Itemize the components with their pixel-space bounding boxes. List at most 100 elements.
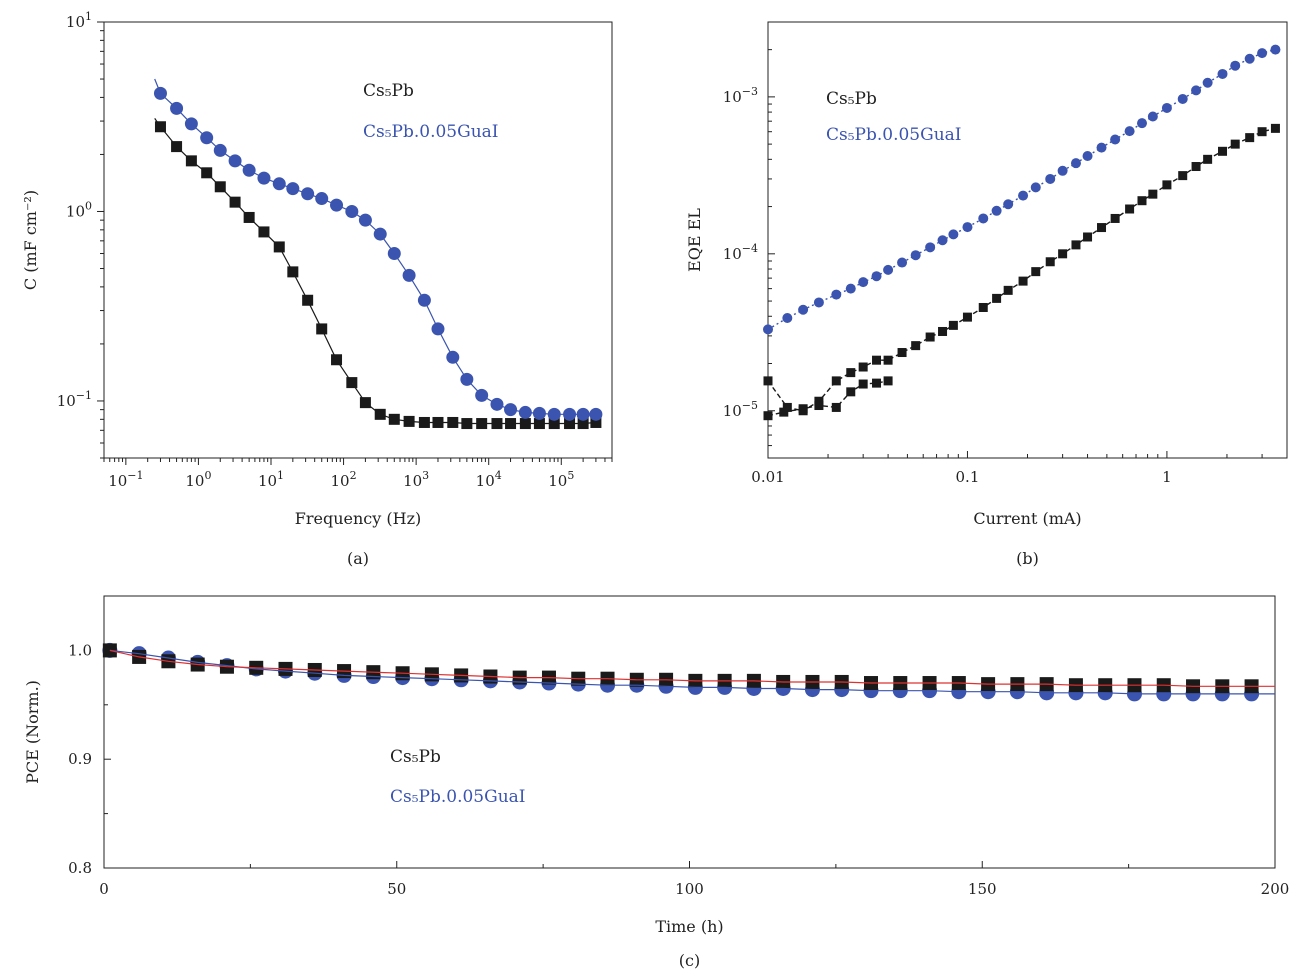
data-point-circle [1230, 60, 1241, 71]
panel-label-b: (b) [1016, 549, 1039, 568]
data-point-circle [813, 297, 824, 308]
data-point-square [491, 418, 503, 430]
data-point-square [1031, 267, 1041, 277]
data-point-circle [1136, 118, 1147, 129]
y-tick-label: 1.0 [68, 641, 92, 659]
x-tick-label: 0.01 [751, 468, 784, 486]
data-point-circle [373, 227, 387, 241]
data-point-circle [1191, 85, 1202, 96]
data-point-square [1230, 139, 1240, 149]
data-point-circle [937, 235, 948, 246]
legend-cs5pb: Cs₅Pb [826, 89, 877, 109]
data-point-circle [1217, 68, 1228, 79]
data-point-square [1110, 213, 1120, 223]
data-point-circle [1161, 102, 1172, 113]
data-point-square [590, 416, 602, 428]
data-point-circle [417, 293, 431, 307]
data-point-circle [858, 277, 869, 288]
data-point-square [1003, 285, 1013, 295]
data-point-square [287, 266, 299, 278]
data-point-circle [1202, 77, 1213, 88]
x-tick-label: 103 [403, 469, 429, 490]
data-point-square [763, 376, 773, 386]
data-point-circle [213, 143, 227, 157]
y-tick-label: 10−3 [723, 85, 758, 106]
data-point-square [897, 348, 907, 358]
data-point-circle [358, 213, 372, 227]
data-point-circle [460, 372, 474, 386]
data-point-square [432, 416, 444, 428]
x-axis-title: Time (h) [655, 917, 723, 936]
data-point-circle [1003, 199, 1014, 210]
y-tick-label: 10−4 [723, 242, 758, 263]
data-point-circle [518, 405, 532, 419]
data-point-square [1097, 223, 1107, 233]
x-tick-label: 101 [258, 469, 284, 490]
data-point-circle [1177, 93, 1188, 104]
data-point-square [846, 368, 856, 378]
x-tick-label: 50 [387, 880, 406, 898]
data-point-circle [431, 322, 445, 336]
y-tick-label: 100 [66, 199, 92, 220]
data-point-square [1270, 123, 1280, 133]
data-point-circle [490, 397, 504, 411]
data-point-square [798, 406, 808, 416]
data-point-circle [446, 350, 460, 364]
x-tick-label: 150 [968, 880, 997, 898]
data-point-circle [228, 154, 242, 168]
data-point-circle [532, 406, 546, 420]
y-tick-label: 101 [66, 10, 92, 31]
data-point-circle [910, 250, 921, 261]
data-point-square [447, 416, 459, 428]
data-point-circle [330, 198, 344, 212]
data-point-square [948, 320, 958, 330]
y-axis-title: C (mF cm⁻²) [21, 190, 40, 290]
data-point-circle [345, 204, 359, 218]
data-point-square [1137, 196, 1147, 206]
x-axis-title: Current (mA) [973, 509, 1081, 528]
data-point-square [872, 355, 882, 365]
data-point-square [476, 418, 488, 430]
legend-cs5pb: Cs₅Pb [363, 81, 414, 101]
data-point-square [883, 376, 893, 386]
x-tick-label: 200 [1261, 880, 1290, 898]
x-tick-label: 100 [675, 880, 704, 898]
data-point-circle [1124, 126, 1135, 137]
data-point-circle [831, 289, 842, 300]
data-point-circle [547, 407, 561, 421]
fit-line-blue [109, 649, 1275, 695]
data-point-circle [991, 205, 1002, 216]
panel-b-chart: 0.01 0.1 1 10−5 10−4 10−3 Current (mA) EQE EL Cs… [685, 21, 1288, 568]
data-point-circle [897, 257, 908, 268]
data-point-square [831, 402, 841, 412]
data-point-circle [242, 163, 256, 177]
data-point-square [201, 167, 213, 179]
data-point-circle [504, 403, 518, 417]
panel-a-chart: 10−1 100 101 102 103 104 105 10−1 100 101 Frequenc… [21, 10, 613, 568]
y-axis-title: PCE (Norm.) [23, 680, 42, 784]
data-point-square [992, 293, 1002, 303]
data-point-square [883, 355, 893, 365]
data-point-square [1083, 232, 1093, 242]
data-point-circle [387, 247, 401, 261]
legend-cs5pb-guai: Cs₅Pb.0.05GuaI [363, 122, 499, 142]
data-point-square [214, 181, 226, 193]
data-point-square [1178, 171, 1188, 181]
data-point-square [258, 226, 270, 238]
data-point-square [331, 354, 343, 366]
data-point-square [346, 377, 358, 389]
x-axis-title: Frequency (Hz) [295, 509, 422, 528]
data-point-square [962, 312, 972, 322]
data-point-square [273, 241, 285, 253]
y-axis-title: EQE EL [685, 208, 704, 272]
data-point-circle [1244, 53, 1255, 64]
data-point-square [154, 121, 166, 133]
data-point-circle [272, 177, 286, 191]
data-point-circle [871, 271, 882, 282]
data-point-circle [301, 187, 315, 201]
data-point-circle [1110, 134, 1121, 145]
data-point-circle [1018, 190, 1029, 201]
x-tick-label: 0 [99, 880, 109, 898]
data-point-circle [1096, 142, 1107, 153]
data-point-square [1218, 146, 1228, 156]
